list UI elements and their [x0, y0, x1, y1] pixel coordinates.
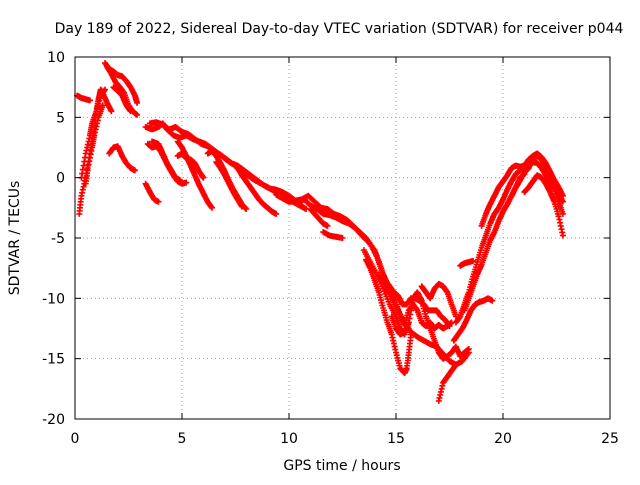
y-tick-label: -20 [42, 412, 65, 428]
data-point-markers [106, 143, 138, 173]
x-axis-title: GPS time / hours [283, 458, 400, 474]
y-axis-title: SDTVAR / TECUs [7, 181, 23, 296]
data-series [143, 120, 453, 329]
x-tick-label: 0 [71, 431, 80, 447]
x-tick-label: 5 [178, 431, 187, 447]
chart-svg: Day 189 of 2022, Sidereal Day-to-day VTE… [0, 0, 640, 480]
data-series [106, 143, 138, 173]
data-series [74, 93, 93, 104]
y-tick-label: -15 [42, 352, 65, 368]
data-series [320, 229, 345, 241]
x-tick-label: 20 [494, 431, 512, 447]
data-series [143, 181, 162, 205]
y-tick-label: 10 [47, 50, 65, 66]
data-series [436, 362, 459, 404]
x-tick-label: 10 [280, 431, 298, 447]
y-tick-label: -10 [42, 291, 65, 307]
data-point-markers [74, 93, 93, 104]
data-point-markers [436, 362, 459, 404]
data-point-markers [143, 120, 453, 329]
x-tick-label: 15 [387, 431, 405, 447]
data-point-markers [143, 181, 162, 205]
data-layer [74, 60, 566, 404]
y-tick-label: -5 [51, 231, 65, 247]
data-point-markers [320, 229, 345, 241]
chart-container: Day 189 of 2022, Sidereal Day-to-day VTE… [0, 0, 640, 480]
x-tick-label: 25 [601, 431, 619, 447]
y-tick-label: 5 [56, 110, 65, 126]
chart-title: Day 189 of 2022, Sidereal Day-to-day VTE… [55, 21, 624, 37]
y-tick-label: 0 [56, 171, 65, 187]
